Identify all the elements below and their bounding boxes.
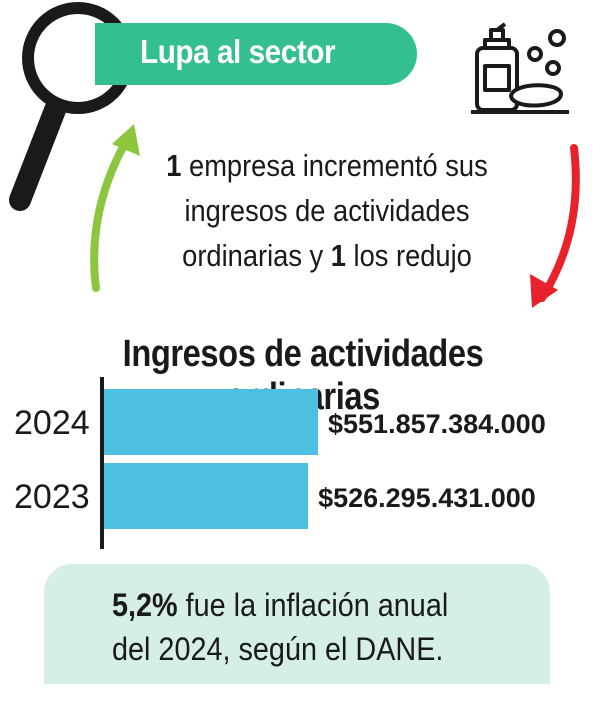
inflation-note-text: 5,2% fue la inflación anual del 2024, seg… <box>112 583 448 671</box>
value-label-2023: $526.295.431.000 <box>318 483 536 513</box>
red-down-arrow-icon <box>530 144 580 308</box>
bar-chart: 2024 $551.857.384.000 2023 $526.295.431.000 <box>14 377 546 549</box>
increased-count: 1 <box>166 148 182 183</box>
section-title: Lupa al sector <box>140 33 336 70</box>
note-line-2: del 2024, según el DANE. <box>112 631 444 667</box>
value-label-2024: $551.857.384.000 <box>328 409 546 439</box>
note-line-1: fue la inflación anual <box>177 587 449 623</box>
summary-part-1: empresa incrementó sus ingresos de activ… <box>181 148 488 273</box>
summary-text: 1 empresa incrementó sus ingresos de act… <box>138 143 516 278</box>
reduced-count: 1 <box>330 238 346 273</box>
category-label-2023: 2023 <box>14 478 90 516</box>
bar-2024 <box>104 389 318 455</box>
category-label-2024: 2024 <box>14 404 90 442</box>
inflation-value: 5,2% <box>112 587 178 623</box>
inflation-note-box <box>44 564 550 684</box>
soap-dispenser-icon <box>471 22 569 114</box>
section-banner <box>95 23 417 85</box>
summary-part-2: los redujo <box>345 238 472 273</box>
green-up-arrow-icon <box>90 124 140 292</box>
bar-2023 <box>104 463 309 529</box>
